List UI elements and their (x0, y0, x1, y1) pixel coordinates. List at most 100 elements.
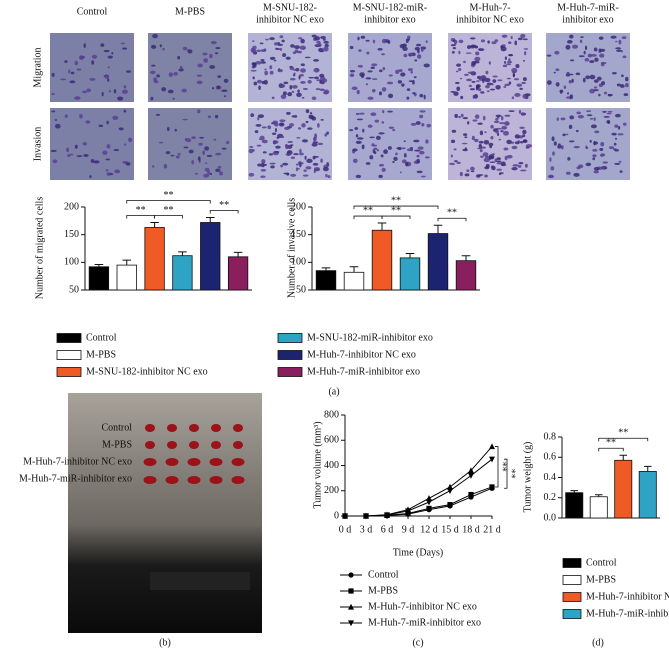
micrograph-cell (151, 64, 156, 67)
micrograph-cell (223, 95, 227, 98)
micrograph-cell (278, 84, 285, 89)
tumor (167, 424, 177, 432)
micrograph-cell (279, 119, 286, 123)
micrograph-cell (367, 124, 373, 128)
tumor (145, 441, 155, 449)
micrograph-cell (387, 110, 393, 113)
micrograph-cell (275, 145, 281, 149)
micrograph-cell (378, 174, 383, 179)
legend-label: M-PBS (368, 585, 398, 596)
micrograph-cell (277, 69, 283, 73)
micrograph-cell (465, 52, 472, 55)
micrograph-cell (382, 66, 386, 71)
micrograph-cell (83, 43, 86, 49)
micrograph-cell (477, 147, 482, 150)
x-tick-label: 6 d (381, 524, 394, 535)
micrograph-cell (252, 40, 255, 43)
micrograph (50, 33, 134, 102)
micrograph-cell (408, 80, 413, 82)
micrograph-cell (103, 49, 110, 53)
micrograph-cell (485, 84, 490, 89)
marker (447, 488, 453, 494)
micrograph-cell (300, 63, 305, 67)
micrograph-cell (352, 148, 358, 152)
micrograph-cell (566, 39, 573, 44)
legend-swatch (277, 350, 303, 360)
micrograph-cell (395, 69, 400, 75)
micrograph-cell (553, 141, 557, 146)
marker (426, 495, 432, 501)
micrograph-cell (386, 81, 394, 85)
micrograph-cell (372, 144, 378, 147)
micrograph-cell (504, 121, 510, 126)
tumor (189, 424, 199, 432)
micrograph-cell (403, 153, 407, 158)
micrograph-cell (313, 169, 316, 174)
micrograph-cell (113, 149, 119, 152)
tumor (211, 441, 221, 449)
micrograph-cell (314, 76, 319, 80)
micrograph-cell (462, 148, 468, 152)
micrograph-cell (248, 148, 254, 154)
micrograph-cell (421, 122, 425, 127)
micrograph-cell (319, 73, 325, 78)
micrograph-cell (496, 160, 502, 163)
micrograph-cell (285, 56, 291, 60)
panel-label: (a) (328, 386, 339, 397)
micrograph-cell (395, 152, 398, 156)
micrograph-cell (181, 88, 187, 93)
micrograph-cell (520, 33, 526, 39)
micrograph-cell (593, 117, 596, 121)
tumor-photo (68, 393, 262, 633)
micrograph-cell (484, 166, 490, 170)
significance-label: ** (164, 205, 174, 216)
marker (489, 456, 495, 463)
micrograph-cell (590, 53, 597, 57)
micrograph-cell (412, 92, 416, 95)
micrograph-cell (475, 80, 480, 82)
error-bar (619, 454, 628, 461)
micrograph-cell (594, 130, 600, 134)
micrograph-cell (615, 40, 618, 43)
micrograph-cell (594, 57, 599, 62)
bar (371, 229, 393, 291)
marker (342, 513, 348, 520)
micrograph-cell (265, 38, 269, 41)
micrograph-cell (196, 74, 203, 77)
micrograph-cell (290, 156, 296, 159)
micrograph-cell (261, 126, 267, 129)
micrograph-cell (576, 166, 581, 170)
micrograph-cell (367, 96, 374, 100)
micrograph-cell (600, 153, 604, 157)
micrograph-cell (168, 72, 174, 77)
micrograph-cell (575, 72, 581, 76)
micrograph-cell (561, 145, 564, 150)
micrograph-cell (521, 81, 526, 85)
micrograph-cell (257, 114, 265, 119)
micrograph-cell (290, 144, 294, 146)
micrograph-cell (510, 35, 513, 40)
micrograph-cell (479, 149, 483, 153)
micrograph-cell (161, 87, 167, 92)
micrograph-cell (519, 87, 523, 90)
micrograph-cell (250, 69, 257, 72)
micrograph-cell (500, 45, 503, 49)
micrograph-cell (323, 91, 329, 95)
micrograph-cell (596, 76, 602, 81)
micrograph-cell (451, 129, 457, 133)
micrograph-cell (274, 42, 278, 46)
micrograph-cell (573, 145, 580, 149)
micrograph-cell (478, 48, 485, 52)
micrograph-cell (269, 56, 276, 61)
micrograph-cell (513, 78, 520, 81)
micrograph-cell (272, 140, 279, 144)
micrograph-cell (573, 172, 580, 177)
micrograph-cell (371, 89, 376, 93)
micrograph-cell (484, 77, 491, 83)
micrograph-cell (380, 154, 384, 158)
micrograph-cell (269, 37, 275, 41)
micrograph-cell (321, 78, 328, 83)
bar (399, 257, 421, 291)
micrograph-cell (256, 144, 262, 147)
micrograph-cell (622, 122, 627, 126)
